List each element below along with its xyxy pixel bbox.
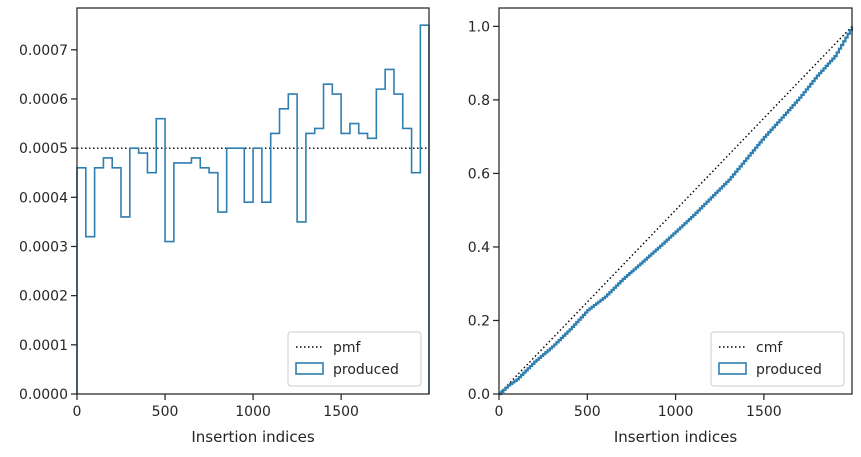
legend-label-produced: produced <box>756 362 822 378</box>
x-tick-label: 500 <box>152 404 179 420</box>
x-tick-label: 0 <box>495 404 504 420</box>
legend-box <box>710 331 845 387</box>
legend-label-pmf: pmf <box>333 340 362 356</box>
legend-label-cmf: cmf <box>756 340 783 356</box>
series-step-produced <box>499 26 854 396</box>
y-tick-label: 0.0003 <box>19 239 68 255</box>
x-tick-label: 0 <box>73 404 82 420</box>
y-tick-label: 0.0001 <box>19 338 68 354</box>
x-tick-label: 500 <box>574 404 601 420</box>
x-tick-label: 1500 <box>323 404 359 420</box>
y-tick-label: 0.0005 <box>19 141 68 157</box>
y-tick-label: 1.0 <box>468 19 490 35</box>
y-tick-label: 0.0002 <box>19 289 68 305</box>
y-tick-label: 0.6 <box>468 166 490 182</box>
y-tick-label: 0.0 <box>468 387 490 403</box>
y-tick-label: 0.0006 <box>19 92 68 108</box>
y-tick-label: 0.4 <box>468 240 490 256</box>
x-axis-label: Insertion indices <box>191 428 314 446</box>
legend-box <box>287 331 422 387</box>
series-step-produced <box>76 24 430 394</box>
legend-label-produced: produced <box>333 362 399 378</box>
y-tick-label: 0.0004 <box>19 190 68 206</box>
pmf-panel: 0 500 1000 1500 0.0000 0.0001 0.0002 0.0003 0.00… <box>19 7 430 446</box>
legend-swatch-produced <box>718 362 747 375</box>
y-tick-label: 0.2 <box>468 313 490 329</box>
x-axis-label: Insertion indices <box>614 428 737 446</box>
series-line-cmf <box>498 25 853 395</box>
y-tick-label: 0.0007 <box>19 43 68 59</box>
y-tick-label: 0.0000 <box>19 387 68 403</box>
x-tick-label: 1000 <box>658 404 694 420</box>
legend-swatch-produced <box>295 362 324 375</box>
y-tick-label: 0.8 <box>468 93 490 109</box>
x-tick-label: 1000 <box>235 404 271 420</box>
cmf-panel: 0 500 1000 1500 0.0 0.2 0.4 0.6 0.8 1.0 Insertion … <box>468 7 854 446</box>
x-tick-label: 1500 <box>746 404 782 420</box>
